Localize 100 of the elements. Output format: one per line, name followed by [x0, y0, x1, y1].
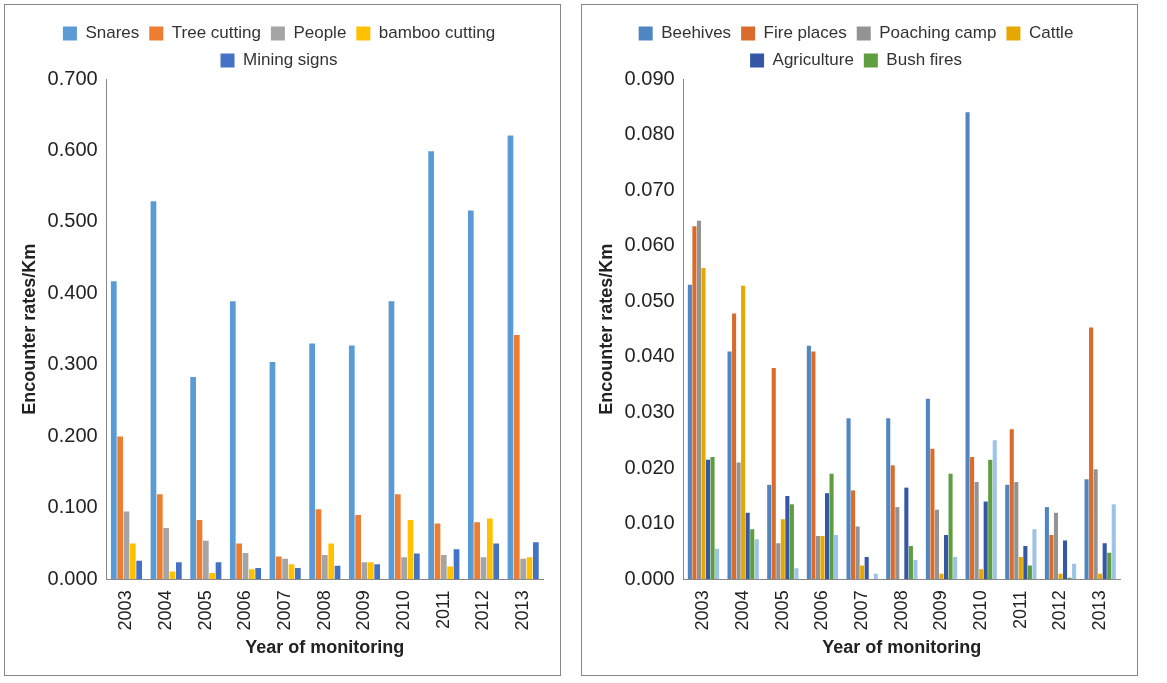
bar	[129, 543, 136, 580]
bar	[229, 301, 236, 580]
x-tick-label: 2008	[313, 590, 334, 631]
bar	[710, 457, 715, 580]
bar	[355, 515, 361, 580]
x-tick-label: 2011	[432, 590, 453, 630]
bar	[890, 465, 895, 580]
bar	[860, 565, 865, 580]
x-axis-title: Year of monitoring	[822, 637, 982, 658]
y-tick-label: 0.020	[624, 455, 675, 478]
bar	[943, 534, 949, 580]
bar	[1111, 504, 1116, 580]
y-tick-label: 0.500	[47, 209, 98, 232]
x-tick-label: 2004	[732, 590, 753, 631]
y-axis-title: Encounter rates/Km	[595, 243, 616, 415]
bar	[992, 440, 997, 580]
bar	[1005, 484, 1010, 580]
bar	[785, 495, 790, 580]
bar	[367, 562, 374, 580]
bar	[732, 313, 737, 580]
bar	[939, 573, 944, 580]
bar	[741, 285, 746, 580]
y-tick-label: 0.010	[624, 511, 675, 534]
y-tick-label: 0.050	[624, 288, 675, 311]
bar	[248, 569, 255, 580]
bar	[886, 418, 891, 580]
bar	[513, 334, 520, 580]
bar	[486, 518, 493, 580]
bar	[348, 345, 355, 580]
bar	[965, 112, 970, 580]
bar	[789, 504, 794, 580]
y-tick-label: 0.060	[624, 233, 675, 256]
x-tick-label: 2013	[1089, 590, 1110, 631]
bar	[156, 494, 163, 580]
x-tick-label: 2012	[1049, 590, 1070, 631]
y-axis-title: Encounter rates/Km	[18, 243, 39, 415]
y-tick-label: 0.400	[47, 280, 98, 303]
bar	[175, 562, 182, 580]
x-tick-label: 2007	[851, 590, 872, 631]
bar	[374, 564, 381, 580]
y-tick-label: 0.300	[47, 352, 98, 375]
bar	[428, 151, 434, 580]
bar	[705, 459, 711, 580]
bar	[467, 210, 474, 580]
bar	[447, 566, 454, 580]
x-tick-label: 2007	[274, 590, 295, 631]
bar	[328, 543, 335, 580]
bar	[1084, 479, 1089, 580]
bar	[771, 368, 776, 580]
legend-label: Beehives	[661, 23, 732, 43]
y-tick-label: 0.700	[47, 66, 98, 89]
x-tick-label: 2009	[353, 590, 374, 631]
bar	[794, 568, 799, 580]
bar	[780, 519, 785, 580]
x-tick-label: 2010	[393, 590, 414, 631]
legend-label: Tree cutting	[171, 23, 261, 43]
bar	[1107, 552, 1112, 580]
bar	[1023, 546, 1028, 580]
legend-label: Bush fires	[886, 50, 962, 70]
bar	[750, 529, 755, 580]
bar	[1009, 429, 1014, 580]
legend-label: Fire places	[763, 23, 847, 43]
y-tick-label: 0.200	[47, 423, 98, 446]
bar	[692, 226, 697, 580]
y-tick-label: 0.080	[624, 122, 675, 145]
bar	[953, 557, 958, 580]
x-tick-label: 2005	[771, 590, 792, 631]
bar	[745, 512, 750, 580]
bar	[117, 436, 123, 580]
bar	[321, 555, 328, 580]
bar	[520, 558, 527, 580]
bar	[1044, 507, 1049, 580]
bar	[209, 572, 216, 580]
bar	[163, 527, 170, 580]
bar	[533, 542, 539, 580]
bar	[904, 487, 909, 580]
legend-label: Agriculture	[772, 50, 854, 70]
x-tick-label: 2003	[115, 590, 136, 631]
bar	[414, 553, 420, 580]
bar	[767, 484, 772, 580]
bar	[913, 559, 918, 580]
x-tick-label: 2009	[930, 590, 951, 631]
bar	[1102, 543, 1107, 580]
legend-label: Poaching camp	[879, 23, 997, 43]
bar	[930, 448, 935, 580]
bar	[754, 539, 759, 580]
bar	[440, 555, 447, 580]
bar	[202, 540, 209, 580]
bar	[979, 569, 984, 580]
bar	[1018, 557, 1023, 580]
bar	[948, 473, 953, 580]
bar	[983, 501, 988, 580]
bar	[474, 522, 481, 580]
x-axis-title: Year of monitoring	[245, 637, 405, 658]
bar	[864, 557, 869, 580]
x-tick-label: 2010	[970, 590, 991, 631]
bar	[908, 546, 913, 580]
legend-label: People	[293, 23, 347, 43]
bar	[401, 557, 408, 580]
bar	[820, 535, 825, 580]
